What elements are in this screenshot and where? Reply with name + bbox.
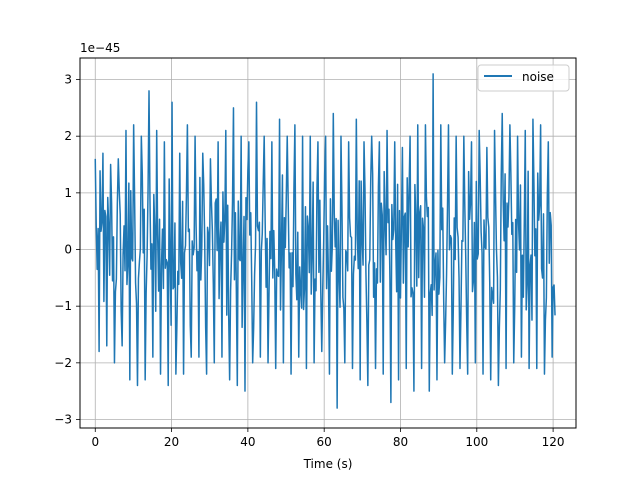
- x-axis-label: Time (s): [303, 457, 353, 471]
- x-tick-label: 80: [393, 435, 408, 449]
- ticks: 0 20 40 60 80 100 120 −3 −2 −1 0 1 2 3: [54, 73, 564, 449]
- y-tick-label: 2: [64, 129, 72, 143]
- x-tick-label: 40: [240, 435, 255, 449]
- y-tick-label: −3: [54, 413, 72, 427]
- x-tick-label: 60: [317, 435, 332, 449]
- y-tick-label: −1: [54, 299, 72, 313]
- y-tick-label: 3: [64, 73, 72, 87]
- axes-frame: [79, 57, 577, 429]
- x-tick-label: 120: [542, 435, 565, 449]
- x-tick-label: 0: [91, 435, 99, 449]
- plot-area: [94, 73, 556, 409]
- legend: noise: [477, 64, 570, 92]
- x-tick-label: 100: [465, 435, 488, 449]
- series-line-noise: [94, 73, 556, 409]
- y-tick-label: 1: [64, 186, 72, 200]
- y-tick-label: −2: [54, 356, 72, 370]
- y-tick-label: 0: [64, 243, 72, 257]
- x-tick-label: 20: [164, 435, 179, 449]
- legend-label: noise: [522, 70, 554, 84]
- legend-box: [477, 64, 570, 92]
- y-offset-text: 1e−45: [80, 41, 120, 55]
